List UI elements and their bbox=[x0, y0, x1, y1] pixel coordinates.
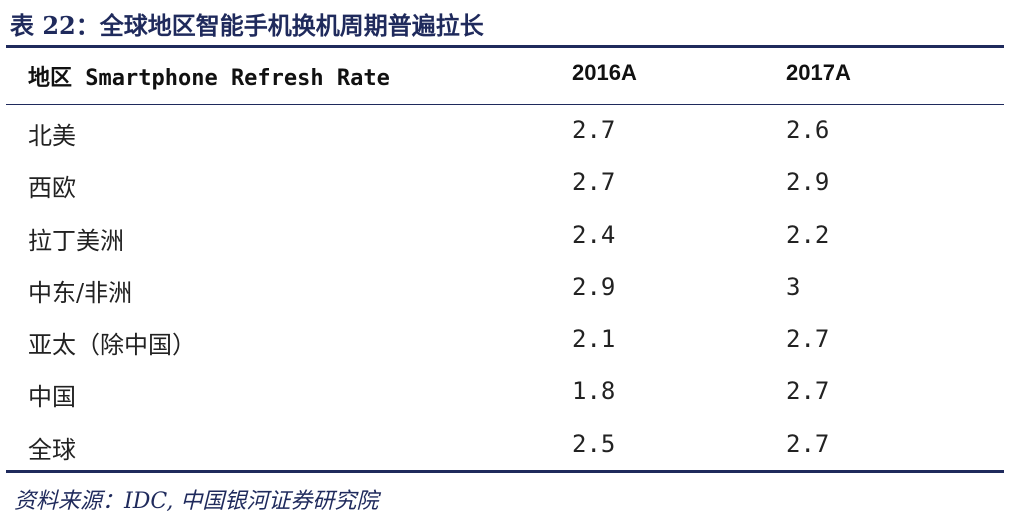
cell-2016a: 2.9 bbox=[572, 272, 616, 301]
header-2016a: 2016A bbox=[572, 60, 637, 85]
cell-2017a: 2.7 bbox=[786, 377, 830, 406]
cell-2016a: 2.4 bbox=[572, 220, 616, 249]
cell-2016a: 2.7 bbox=[572, 116, 616, 144]
table-body: 北美 2.7 2.6 西欧 2.7 2.9 拉丁美洲 2.4 2.2 中东/非洲… bbox=[0, 106, 1024, 472]
cell-2016a: 1.8 bbox=[572, 377, 616, 406]
cell-region: 北美 bbox=[28, 122, 76, 150]
cell-2017a: 2.7 bbox=[786, 429, 830, 458]
table-row: 拉丁美洲 2.4 2.2 bbox=[0, 211, 1024, 263]
cell-region: 拉丁美洲 bbox=[28, 226, 124, 255]
table-title: 表 22：全球地区智能手机换机周期普遍拉长 bbox=[10, 11, 484, 40]
cell-region: 中东/非洲 bbox=[28, 278, 133, 307]
cell-2016a: 2.5 bbox=[572, 429, 616, 458]
header-region: 地区 Smartphone Refresh Rate bbox=[28, 66, 390, 91]
table-row: 亚太（除中国） 2.1 2.7 bbox=[0, 315, 1024, 367]
table-row: 中东/非洲 2.9 3 bbox=[0, 263, 1024, 315]
cell-region: 中国 bbox=[28, 383, 76, 412]
cell-2016a: 2.1 bbox=[572, 325, 616, 354]
cell-2017a: 2.6 bbox=[786, 116, 830, 144]
table-row: 西欧 2.7 2.9 bbox=[0, 158, 1024, 210]
cell-region: 全球 bbox=[28, 435, 76, 464]
header-2017a: 2017A bbox=[786, 60, 851, 85]
cell-region: 亚太（除中国） bbox=[28, 331, 196, 360]
table-row: 中国 1.8 2.7 bbox=[0, 367, 1024, 419]
cell-region: 西欧 bbox=[28, 174, 76, 203]
header-rule bbox=[6, 104, 1004, 105]
table-row: 全球 2.5 2.7 bbox=[0, 420, 1024, 472]
cell-2016a: 2.7 bbox=[572, 168, 616, 197]
source-note: 资料来源：IDC, 中国银河证券研究院 bbox=[14, 489, 379, 514]
cell-2017a: 3 bbox=[786, 272, 801, 301]
cell-2017a: 2.7 bbox=[786, 325, 830, 354]
bottom-rule bbox=[6, 470, 1004, 473]
cell-2017a: 2.9 bbox=[786, 168, 830, 197]
top-rule bbox=[6, 45, 1004, 48]
cell-2017a: 2.2 bbox=[786, 220, 830, 249]
table-row: 北美 2.7 2.6 bbox=[0, 106, 1024, 158]
